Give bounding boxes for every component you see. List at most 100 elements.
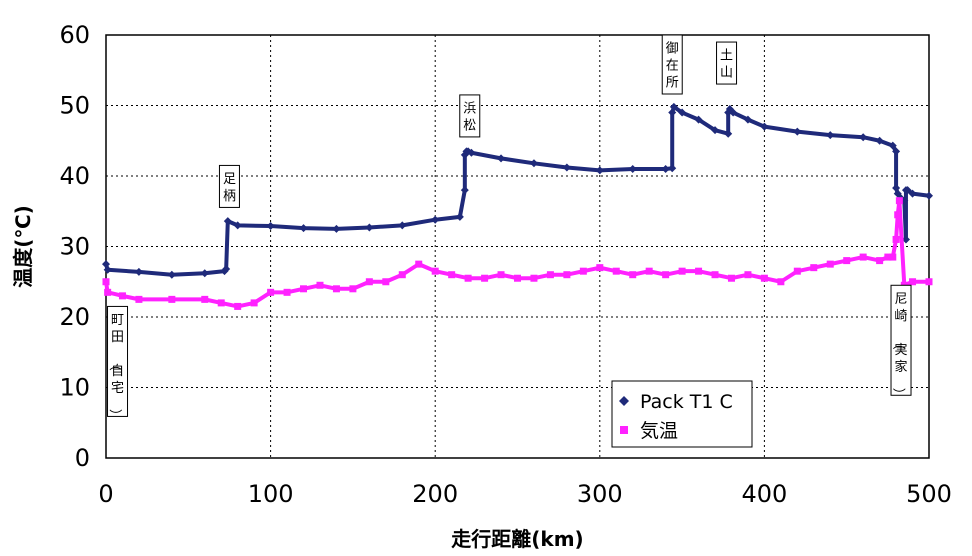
x-tick-label: 200 [412, 480, 458, 508]
data-point [889, 253, 897, 261]
y-tick-label: 0 [75, 444, 90, 472]
data-point [481, 274, 489, 282]
data-point [743, 115, 752, 124]
data-point [903, 186, 912, 195]
data-point [729, 108, 738, 117]
legend-marker-diamond-icon [619, 396, 629, 406]
data-point [859, 133, 868, 142]
annotation-text: 尼崎（実家） [891, 292, 908, 401]
legend-label-pack-t1-c: Pack T1 C [640, 391, 733, 413]
annotation-box [459, 94, 481, 138]
data-point [760, 122, 769, 131]
annotation-box [661, 34, 683, 95]
annotation-text: 土山 [720, 49, 733, 81]
data-point [895, 197, 903, 205]
x-axis-title: 走行距離(km) [451, 527, 583, 551]
data-point [777, 278, 785, 286]
annotation-label: 御在所 [661, 34, 683, 95]
data-point [167, 270, 176, 279]
data-point [669, 102, 678, 111]
data-point [661, 164, 670, 173]
data-point [628, 164, 637, 173]
data-point [694, 115, 703, 124]
annotation-label: 浜松 [459, 94, 481, 138]
data-point [724, 129, 733, 138]
y-tick-label: 60 [59, 21, 90, 49]
legend-label-kion: 気温 [640, 420, 678, 442]
y-tick-label: 40 [59, 162, 90, 190]
data-point [711, 271, 719, 279]
annotation-box [218, 164, 240, 208]
data-point [460, 186, 469, 195]
data-point [843, 257, 851, 265]
data-point [217, 299, 225, 307]
annotation-label: 土山 [716, 41, 738, 85]
data-point [455, 212, 464, 221]
data-point [300, 285, 308, 293]
data-point [497, 154, 506, 163]
data-point [810, 264, 818, 272]
data-point [562, 163, 571, 172]
axis-ticks: 0 10 20 30 40 50 60 0 100 200 300 400 500 [59, 21, 951, 508]
data-point [431, 267, 439, 275]
legend-item-pack-t1-c: Pack T1 C [619, 391, 733, 413]
data-point [793, 127, 802, 136]
data-point [925, 191, 933, 200]
data-point [299, 224, 308, 233]
data-point [283, 288, 291, 296]
data-point [398, 271, 406, 279]
annotation-box [107, 305, 129, 417]
data-point [894, 211, 902, 219]
data-point [901, 235, 910, 244]
data-point [875, 136, 884, 145]
data-point [909, 278, 917, 286]
data-point [793, 267, 801, 275]
data-point [200, 269, 209, 278]
data-point [250, 299, 258, 307]
data-point [908, 189, 917, 198]
data-point [892, 235, 900, 243]
y-tick-label: 20 [59, 303, 90, 331]
data-point [893, 189, 902, 198]
data-point [201, 295, 209, 303]
data-point [222, 265, 231, 274]
data-point [711, 126, 720, 135]
data-point [859, 253, 867, 261]
data-point [104, 288, 112, 296]
annotation-box [890, 284, 912, 396]
data-point [744, 271, 752, 279]
data-point [266, 222, 275, 231]
x-tick-label: 500 [906, 480, 952, 508]
data-point [826, 131, 835, 140]
x-tick-label: 100 [248, 480, 294, 508]
y-axis-title: 温度(℃) [11, 205, 35, 288]
data-point [103, 265, 112, 274]
data-point [546, 271, 554, 279]
data-point [595, 166, 604, 175]
data-point [530, 274, 538, 282]
data-point [233, 221, 242, 230]
data-point [464, 274, 472, 282]
series-layer [102, 102, 933, 310]
data-point [892, 147, 901, 156]
data-point [888, 141, 897, 150]
data-point [678, 108, 687, 117]
data-point [645, 267, 653, 275]
legend: Pack T1 C 気温 [611, 380, 753, 448]
legend-marker-square-icon [620, 426, 628, 434]
legend-item-kion: 気温 [620, 420, 678, 442]
data-point [629, 271, 637, 279]
x-tick-label: 300 [577, 480, 623, 508]
data-point [431, 215, 440, 224]
y-tick-label: 50 [59, 92, 90, 120]
series-0 [102, 102, 933, 279]
data-point [884, 253, 892, 261]
annotation-text: 町田（自宅） [107, 313, 124, 422]
data-point [316, 281, 324, 289]
annotation-text: 足柄 [223, 172, 236, 204]
grid [106, 35, 929, 458]
data-point [826, 260, 834, 268]
data-point [168, 295, 176, 303]
